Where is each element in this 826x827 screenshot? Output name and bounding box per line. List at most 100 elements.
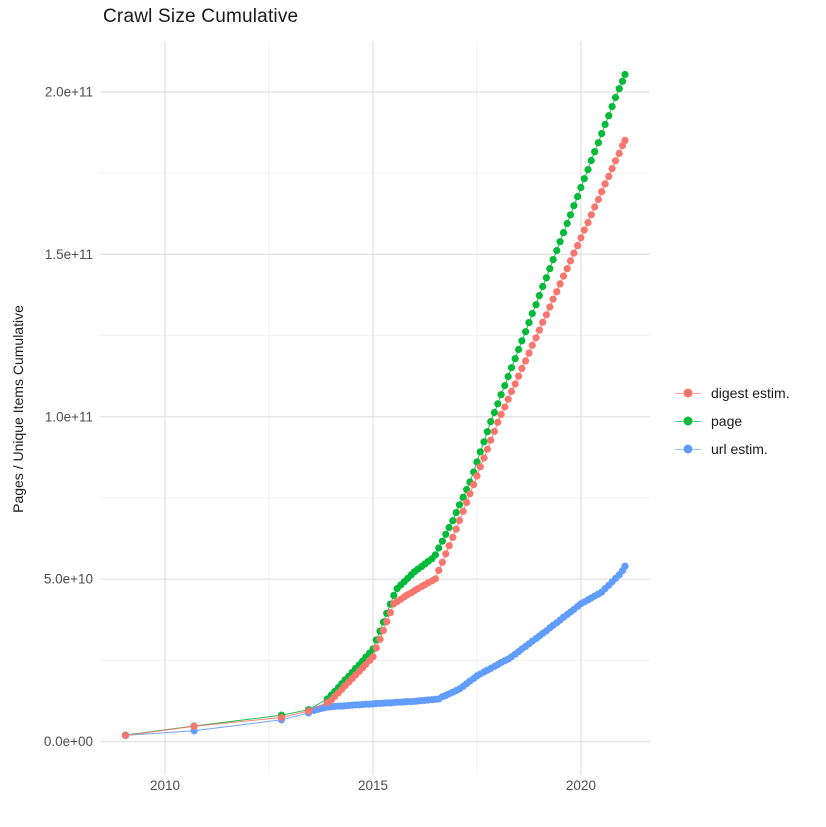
data-point-page (459, 493, 467, 501)
data-point-digest-estim- (473, 472, 481, 480)
data-point-digest-estim- (455, 516, 464, 525)
data-point-digest-estim- (615, 149, 623, 157)
data-point-page (390, 591, 398, 600)
data-point-page (455, 501, 464, 509)
data-point-page (528, 309, 536, 318)
y-tick-label: 2.0e+11 (45, 84, 93, 99)
data-point-digest-estim- (611, 157, 620, 165)
y-tick-label: 1.5e+11 (45, 247, 93, 262)
data-point-page (497, 391, 505, 399)
data-point-digest-estim- (494, 418, 502, 426)
data-point-digest-estim- (190, 722, 198, 730)
data-point-page (449, 517, 457, 525)
data-point-digest-estim- (504, 395, 512, 403)
data-point-digest-estim- (556, 280, 564, 288)
data-point-page (507, 364, 516, 372)
legend-key-page (674, 416, 702, 426)
data-point-digest-estim- (522, 357, 530, 365)
data-point-page (501, 382, 509, 390)
data-point-digest-estim- (570, 249, 578, 257)
y-tick-label: 0.0e+00 (44, 734, 93, 749)
data-point-digest-estim- (466, 490, 474, 498)
data-point-digest-estim- (601, 180, 609, 188)
data-point-page (504, 372, 512, 381)
data-point-digest-estim- (490, 427, 498, 435)
data-point-digest-estim- (542, 311, 551, 319)
data-point-digest-estim- (501, 403, 509, 411)
data-point-page (487, 418, 495, 426)
data-point-digest-estim- (483, 445, 491, 453)
data-point-page (518, 337, 526, 345)
data-point-page (445, 523, 453, 532)
data-point-page (584, 166, 592, 174)
data-point-digest-estim- (528, 341, 536, 349)
data-point-page (438, 537, 446, 545)
data-point-digest-estim- (518, 364, 526, 372)
data-point-digest-estim- (369, 653, 377, 661)
data-point-digest-estim- (497, 410, 505, 419)
data-point-page (594, 139, 603, 147)
data-point-digest-estim- (594, 195, 603, 204)
data-point-page (542, 274, 551, 282)
chart-title: Crawl Size Cumulative (103, 6, 299, 27)
data-point-page (435, 544, 443, 552)
data-point-page (580, 175, 588, 183)
data-point-digest-estim- (386, 609, 394, 617)
x-tick-label: 2020 (566, 778, 596, 793)
data-point-digest-estim- (566, 257, 575, 265)
data-point-page (611, 93, 620, 102)
data-point-page (539, 282, 547, 291)
data-point-digest-estim- (580, 226, 588, 234)
data-point-page (598, 130, 606, 138)
data-point-digest-estim- (487, 436, 495, 444)
data-point-page (563, 219, 571, 228)
data-point-digest-estim- (598, 188, 606, 196)
legend-item-digest-estim: digest estim. (674, 379, 790, 407)
data-point-page (525, 319, 533, 327)
data-point-page (431, 551, 439, 559)
data-point-digest-estim- (549, 295, 557, 303)
data-point-page (522, 328, 530, 336)
legend: digest estim. page url estim. (674, 379, 790, 463)
data-point-digest-estim- (525, 349, 533, 357)
data-point-digest-estim- (608, 165, 616, 173)
data-point-page (621, 70, 629, 79)
data-point-digest-estim- (621, 136, 629, 144)
data-point-page (452, 508, 460, 517)
data-point-digest-estim- (376, 635, 384, 643)
data-point-digest-estim- (383, 618, 391, 626)
data-point-digest-estim- (577, 234, 585, 242)
data-point-digest-estim- (563, 265, 571, 273)
legend-key-url-estim (674, 444, 702, 454)
legend-key-digest-estim (674, 388, 702, 398)
data-point-page (566, 211, 575, 219)
legend-dot-icon (683, 416, 693, 426)
data-point-digest-estim- (535, 326, 544, 334)
data-point-page (553, 246, 561, 255)
data-point-digest-estim- (277, 713, 285, 722)
data-point-digest-estim- (470, 481, 478, 489)
data-point-url-estim- (621, 562, 629, 570)
data-point-digest-estim- (546, 303, 554, 311)
data-point-page (559, 229, 568, 237)
data-point-page (535, 292, 544, 300)
data-point-digest-estim- (459, 507, 467, 515)
data-point-page (618, 77, 627, 85)
data-point-digest-estim- (539, 318, 547, 326)
data-point-digest-estim- (442, 550, 450, 558)
data-point-digest-estim- (445, 542, 453, 550)
legend-label: digest estim. (711, 385, 790, 401)
data-point-page (601, 120, 609, 129)
data-point-page (511, 355, 519, 363)
data-point-digest-estim- (431, 575, 439, 583)
data-point-digest-estim- (438, 558, 446, 566)
data-point-digest-estim- (553, 288, 561, 296)
data-point-digest-estim- (574, 242, 582, 250)
data-point-page (546, 265, 554, 273)
data-point-page (608, 103, 616, 111)
data-point-page (476, 448, 484, 456)
data-point-digest-estim- (507, 387, 516, 395)
legend-dot-icon (683, 388, 693, 398)
data-point-page (591, 148, 599, 156)
